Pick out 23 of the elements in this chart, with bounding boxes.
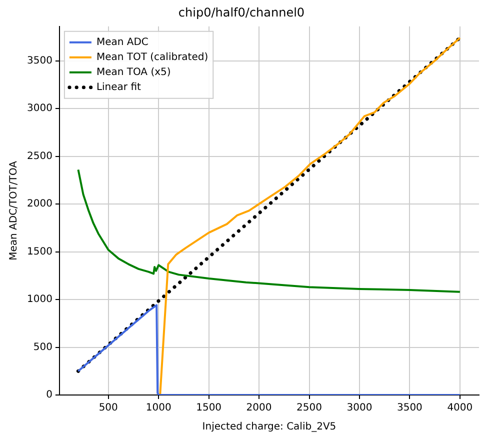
y-tick-label: 2000 [26, 198, 52, 210]
y-tick-label: 2500 [26, 150, 52, 162]
y-tick-label: 500 [33, 342, 52, 353]
y-tick-label: 1000 [26, 294, 52, 306]
x-tick-label: 4000 [447, 402, 473, 414]
x-tick-label: 500 [98, 402, 118, 414]
legend-label: Linear fit [96, 82, 142, 93]
legend-label: Mean TOT (calibrated) [96, 52, 208, 63]
x-tick-label: 1000 [146, 402, 172, 414]
x-tick-label: 1500 [196, 402, 222, 414]
chart-title: chip0/half0/channel0 [178, 5, 305, 20]
x-axis-title: Injected charge: Calib_2V5 [202, 422, 336, 433]
x-tick-label: 3500 [396, 402, 422, 414]
legend-label: Mean ADC [96, 36, 148, 48]
y-tick-label: 3000 [26, 103, 52, 114]
x-tick-label: 3000 [346, 402, 372, 414]
y-tick-label: 0 [46, 390, 52, 401]
y-tick-label: 1500 [26, 246, 52, 258]
legend-label: Mean TOA (x5) [96, 66, 171, 78]
x-tick-label: 2000 [246, 402, 272, 414]
y-tick-label: 3500 [26, 55, 52, 66]
x-tick-label: 2500 [296, 402, 322, 414]
y-axis-title: Mean ADC/TOT/TOA [8, 160, 20, 260]
